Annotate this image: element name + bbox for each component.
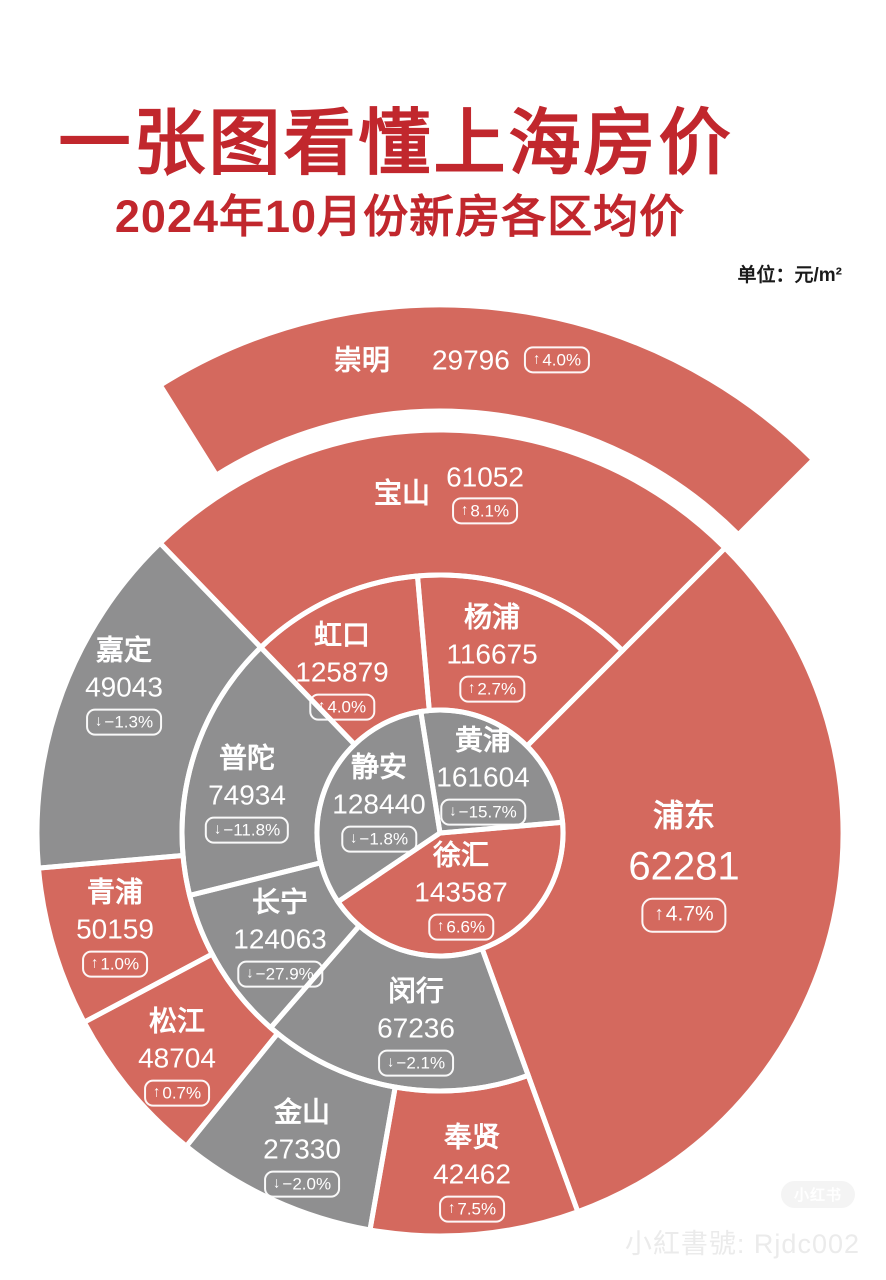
- wedge-separator: [334, 819, 566, 959]
- wedge-separator: [417, 707, 566, 836]
- wedge-changning: [189, 862, 360, 1028]
- wedge-chongming: [160, 304, 814, 535]
- wedge-pudong: [482, 548, 844, 1212]
- wedge-songjiang: [84, 954, 278, 1147]
- wedge-xuhui: [338, 822, 563, 957]
- wedge-separator: [156, 302, 817, 539]
- page-title: 一张图看懂上海房价: [58, 104, 734, 184]
- unit-label: 单位：元/m²: [737, 265, 842, 286]
- wedge-yangpu: [417, 575, 623, 746]
- wedge-hongkou: [260, 576, 430, 745]
- wedge-huangpu: [420, 709, 563, 833]
- page-subtitle: 2024年10月份新房各区均价: [114, 191, 686, 242]
- wedge-jingan: [316, 711, 440, 902]
- xiaohongshu-logo-text: 小红书: [793, 1187, 842, 1204]
- wedge-putuo: [182, 647, 355, 896]
- wedge-jiading: [36, 543, 261, 869]
- wedge-qingpu: [38, 855, 213, 1023]
- wedge-separator: [314, 708, 443, 906]
- xiaohongshu-logo-badge: 小红书: [781, 1181, 855, 1208]
- wedge-baoshan: [160, 429, 726, 651]
- wedge-fengxian: [370, 1075, 578, 1237]
- watermark-account-id: 小紅書號: Rjdc002: [624, 1229, 860, 1259]
- wedge-minhang: [270, 925, 529, 1091]
